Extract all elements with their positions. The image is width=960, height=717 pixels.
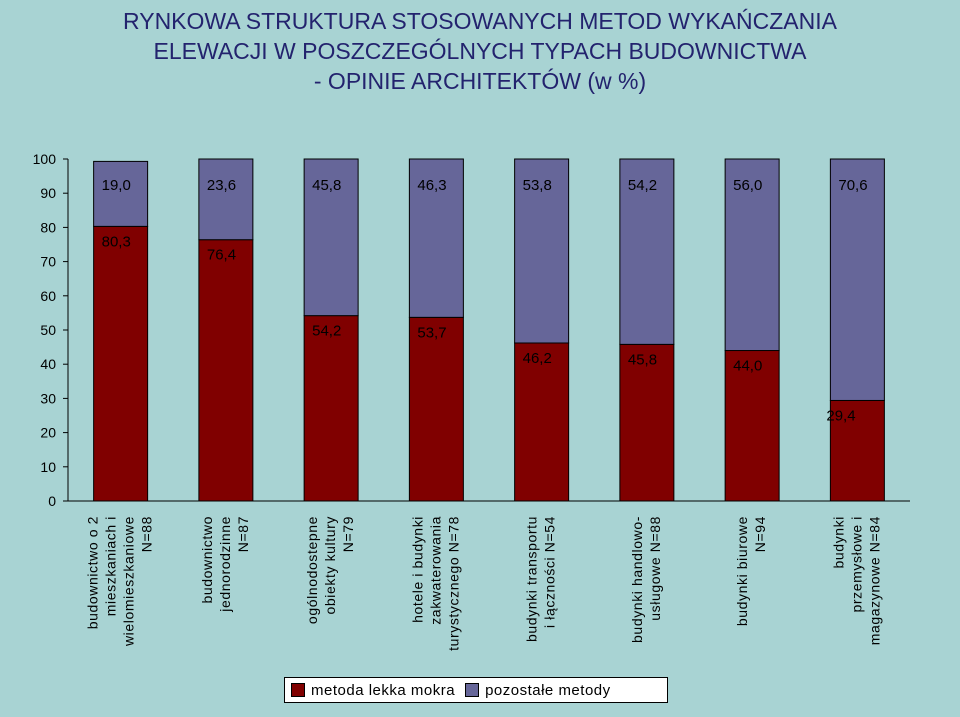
x-category-label: budynki transportu i łączności N=54 [524, 516, 558, 642]
y-tick-label: 20 [40, 425, 56, 441]
bar-series-2 [619, 158, 675, 345]
legend: metoda lekka mokra pozostałe metody [284, 677, 668, 703]
bar-series-2 [829, 158, 885, 401]
bar-series-1 [724, 350, 780, 502]
bar-series-1 [408, 316, 464, 502]
x-category-label-line: hotele i budynki [409, 516, 425, 623]
y-tick-label: 0 [48, 493, 56, 509]
x-category-label-line: jednorodzinne [217, 516, 233, 613]
x-category-label-line: mieszkaniach i [103, 516, 119, 616]
bar-series-1 [514, 342, 570, 502]
chart-title: RYNKOWA STRUKTURA STOSOWANYCH METOD WYKA… [40, 6, 920, 96]
data-label-series-2: 54,2 [628, 177, 657, 194]
bar-series-2 [93, 160, 149, 227]
y-tick-label: 80 [40, 219, 56, 235]
x-category-label-line: budynki handlowo- [629, 516, 645, 643]
y-tick-label: 40 [40, 356, 56, 372]
x-category-label: budynki biurowe N=94 [734, 516, 768, 626]
x-category-label: budynki przemysłowe i magazynowe N=84 [830, 516, 882, 645]
x-category-label-line: N=79 [340, 516, 356, 552]
legend-item-series-1: metoda lekka mokra [291, 682, 455, 699]
x-category-label-line: usługowe N=88 [647, 516, 663, 621]
bar-series-1 [93, 225, 149, 502]
legend-swatch-series-2 [465, 683, 480, 697]
x-category-label-line: ogólnodostepne [304, 516, 320, 624]
data-label-series-1: 46,2 [523, 350, 552, 367]
x-category-label-line: obiekty kultury [322, 516, 338, 614]
data-label-series-2: 45,8 [312, 177, 341, 194]
x-category-label: budynki handlowo-usługowe N=88 [629, 516, 663, 643]
chart-title-line-3: - OPINIE ARCHITEKTÓW (w %) [313, 68, 647, 94]
y-tick-label: 60 [40, 288, 56, 304]
x-category-label-line: i łączności N=54 [542, 516, 558, 628]
data-label-series-1: 76,4 [207, 247, 236, 264]
data-label-series-2: 53,8 [523, 177, 552, 194]
x-category-label-line: N=94 [752, 516, 768, 552]
y-tick-label: 30 [40, 390, 56, 406]
y-tick-label: 90 [40, 185, 56, 201]
data-label-series-1: 54,2 [312, 323, 341, 340]
legend-swatch-series-1 [291, 683, 305, 697]
bar-series-2 [514, 158, 570, 344]
data-label-series-1: 45,8 [628, 351, 657, 368]
data-label-series-2: 46,3 [417, 177, 446, 194]
x-category-label-line: wielomieszkaniowe [121, 516, 137, 647]
x-category-label-line: N=87 [235, 516, 251, 552]
data-label-series-1: 29,4 [826, 407, 855, 424]
bar-series-2 [303, 158, 359, 317]
x-category-label-line: przemysłowe i [848, 516, 864, 613]
bar-series-2 [724, 158, 780, 352]
chart-title-line-1: RYNKOWA STRUKTURA STOSOWANYCH METOD WYKA… [123, 8, 837, 34]
y-tick-label: 50 [40, 322, 56, 338]
data-label-series-1: 53,7 [417, 324, 446, 341]
y-tick-label: 70 [40, 254, 56, 270]
x-category-label-line: budynki [830, 516, 846, 568]
legend-label-series-1: metoda lekka mokra [311, 681, 456, 699]
data-label-series-2: 19,0 [102, 177, 131, 194]
x-category-label: budownictwo jednorodzinne N=87 [199, 516, 251, 613]
x-category-label-line: budownictwo [199, 516, 215, 604]
bar-series-1 [303, 315, 359, 502]
y-tick-label: 100 [33, 151, 57, 167]
y-tick-label: 10 [40, 459, 56, 475]
bar-series-1 [829, 399, 885, 502]
x-category-label: hotele i budynki zakwaterowania turystyczn… [409, 516, 461, 651]
x-category-label-line: budownictwo o 2 [85, 516, 101, 629]
bar-series-2 [408, 158, 464, 318]
x-category-label-line: magazynowe N=84 [866, 516, 882, 645]
legend-item-series-2: pozostałe metody [465, 682, 611, 699]
bar-series-2 [198, 158, 254, 241]
x-category-label-line: N=88 [139, 516, 155, 552]
bar-series-1 [198, 239, 254, 502]
x-category-label: ogólnodostepne obiekty kultury N=79 [304, 516, 356, 624]
x-category-label-line: budynki transportu [524, 516, 540, 642]
x-category-label-line: zakwaterowania [427, 516, 443, 625]
bar-series-1 [619, 343, 675, 502]
x-category-label-line: turystycznego N=78 [445, 516, 461, 651]
legend-label-series-2: pozostałe metody [485, 681, 611, 699]
data-label-series-2: 70,6 [838, 177, 867, 194]
data-label-series-1: 80,3 [102, 233, 131, 250]
data-label-series-2: 23,6 [207, 177, 236, 194]
chart-title-line-2: ELEWACJI W POSZCZEGÓLNYCH TYPACH BUDOWNI… [153, 38, 807, 64]
x-category-label: budownictwo o 2 mieszkaniach i wielomieszk… [85, 516, 155, 647]
data-label-series-2: 56,0 [733, 177, 762, 194]
data-label-series-1: 44,0 [733, 358, 762, 375]
x-category-label-line: budynki biurowe [734, 516, 750, 626]
